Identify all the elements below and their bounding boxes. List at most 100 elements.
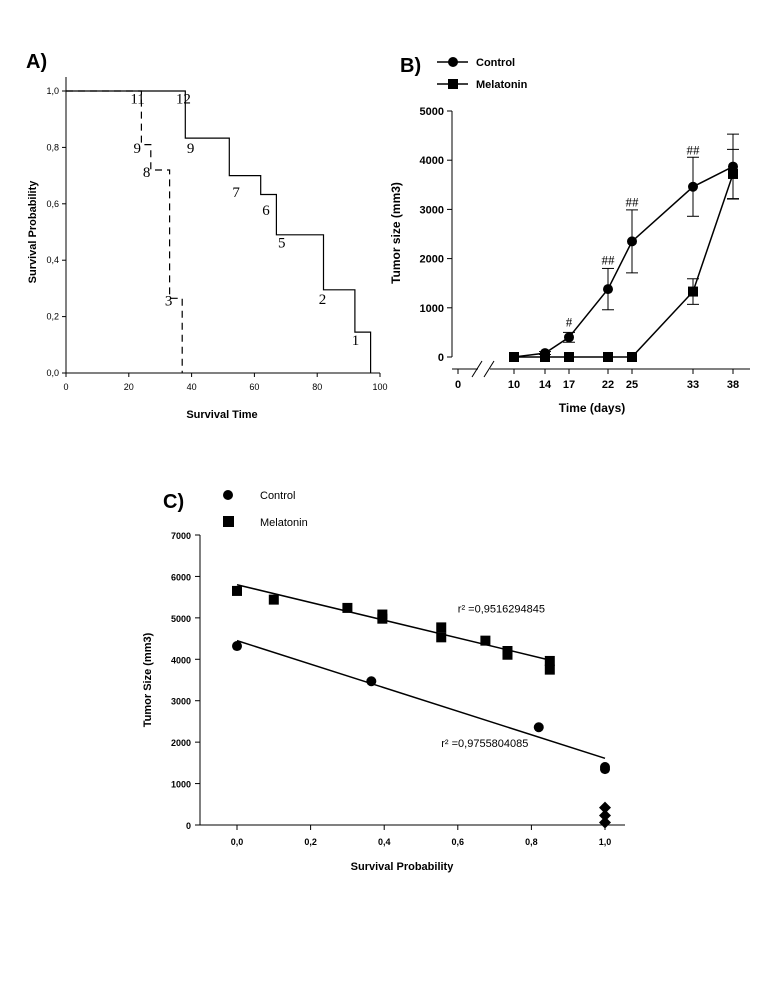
panel-c-y-tick-label: 0	[186, 821, 191, 831]
panel-b-x-tick-label: 22	[602, 379, 614, 391]
data-point-control	[366, 676, 377, 687]
panel-a-label: A)	[26, 51, 47, 73]
legend-melatonin-label: Melatonin	[260, 517, 308, 529]
data-point-melatonin	[540, 352, 550, 362]
legend-control-marker	[448, 57, 458, 67]
data-point-control	[564, 332, 574, 343]
data-point-control	[627, 236, 637, 247]
panel-a-survival-chart: A) Survival Time Survival Probability 0 2…	[26, 51, 388, 421]
data-point-melatonin	[436, 622, 447, 633]
number-at-risk-label: 1	[352, 333, 360, 349]
data-point-control	[600, 764, 610, 775]
significance-marker: ##	[602, 253, 616, 268]
data-point-melatonin	[688, 286, 698, 297]
panel-b-x-tick-label: 14	[539, 379, 552, 391]
panel-a-y-axis-title: Survival Probability	[27, 180, 39, 284]
series-melatonin-line	[514, 173, 734, 358]
legend-control-marker	[223, 490, 233, 500]
panel-b-x-tick-label: 0	[455, 379, 461, 391]
data-point-melatonin	[509, 352, 519, 362]
survival-curve-solid	[66, 90, 372, 373]
data-point-diamond	[599, 809, 611, 822]
number-at-risk-label: 8	[143, 165, 151, 181]
data-point-melatonin	[728, 168, 738, 179]
number-at-risk-label: 6	[262, 203, 270, 219]
panel-b-tumor-growth-chart: B) Time (days) Tumor size (mm3) Control …	[389, 55, 750, 415]
panel-a-x-tick-label: 40	[187, 382, 197, 392]
panel-c-y-tick-label: 6000	[171, 572, 191, 582]
panel-c-y-tick-label: 3000	[171, 697, 191, 707]
data-point-control	[533, 722, 544, 733]
data-point-melatonin	[627, 352, 637, 362]
panel-b-legend: Control Melatonin	[437, 57, 528, 91]
data-point-melatonin	[564, 352, 574, 362]
data-point-melatonin	[268, 594, 279, 605]
number-at-risk-label: 5	[278, 236, 286, 252]
data-point-melatonin	[502, 649, 513, 660]
significance-marker: #	[566, 314, 573, 329]
panel-b-x-tick-label: 38	[727, 379, 739, 391]
panel-a-x-tick-label: 20	[124, 382, 134, 392]
legend-melatonin-marker	[448, 79, 458, 89]
panel-c-y-tick-label: 2000	[171, 738, 191, 748]
survival-curve-dashed	[66, 90, 183, 373]
panel-b-y-tick-label: 3000	[420, 204, 444, 216]
panel-b-label: B)	[400, 55, 421, 77]
panel-b-axis-break-mark	[483, 360, 495, 378]
number-at-risk-label: 9	[187, 141, 195, 157]
panel-b-y-axis-title: Tumor size (mm3)	[389, 182, 403, 284]
data-point-melatonin	[436, 632, 447, 643]
panel-c-x-tick-label: 0,0	[231, 837, 244, 847]
panel-c-correlation-chart: C) Survival Probability Tumor Size (mm3)…	[142, 490, 625, 873]
panel-c-legend: Control Melatonin	[223, 490, 308, 529]
number-at-risk-label: 2	[319, 292, 327, 308]
panel-c-y-tick-label: 5000	[171, 614, 191, 624]
series-control-line	[513, 165, 734, 358]
regression-line	[236, 639, 606, 760]
panel-c-y-tick-label: 4000	[171, 655, 191, 665]
data-point-melatonin	[480, 635, 491, 646]
number-at-risk-label: 9	[134, 141, 142, 157]
number-at-risk-label: 12	[176, 92, 191, 108]
legend-melatonin-marker	[223, 516, 234, 527]
regression-line	[236, 583, 550, 661]
panel-c-x-tick-label: 0,4	[378, 837, 391, 847]
panel-a-y-tick-label: 0,8	[46, 142, 59, 152]
panel-c-y-tick-label: 7000	[171, 531, 191, 541]
significance-marker: ##	[626, 194, 640, 209]
panel-b-x-tick-label: 33	[687, 379, 699, 391]
data-point-melatonin	[232, 585, 242, 596]
data-point-melatonin	[377, 613, 388, 624]
data-point-melatonin	[544, 655, 555, 666]
panel-c-y-tick-label: 1000	[171, 780, 191, 790]
r-squared-label: r² =0,9755804085	[441, 738, 528, 750]
panel-b-x-tick-label: 25	[626, 379, 638, 391]
panel-c-x-tick-label: 0,8	[525, 837, 538, 847]
panel-c-x-tick-label: 1,0	[599, 837, 612, 847]
panel-b-y-tick-label: 0	[438, 352, 444, 364]
panel-c-x-axis-title: Survival Probability	[351, 861, 455, 873]
panel-a-y-tick-label: 0,2	[46, 312, 59, 322]
legend-control-label: Control	[476, 57, 515, 69]
panel-b-axis-break-mark	[471, 360, 483, 378]
number-at-risk-label: 7	[232, 185, 240, 201]
panel-b-y-tick-label: 2000	[420, 254, 444, 266]
panel-a-x-tick-label: 80	[312, 382, 322, 392]
legend-melatonin-label: Melatonin	[476, 79, 528, 91]
panel-c-label: C)	[163, 491, 184, 513]
panel-b-x-axis-title: Time (days)	[559, 401, 625, 415]
number-at-risk-label: 11	[130, 92, 144, 108]
significance-marker: ##	[687, 142, 701, 157]
data-point-control	[688, 181, 698, 192]
panel-b-x-tick-label: 10	[508, 379, 520, 391]
panel-c-y-axis-title: Tumor Size (mm3)	[142, 632, 154, 727]
panel-a-y-tick-label: 1,0	[46, 86, 59, 96]
data-point-control	[232, 641, 242, 652]
panel-b-y-tick-label: 4000	[420, 155, 444, 167]
data-point-diamond	[599, 801, 611, 814]
panel-a-y-tick-label: 0,6	[46, 199, 59, 209]
number-at-risk-label: 3	[165, 293, 173, 309]
panel-a-y-tick-label: 0,0	[46, 368, 59, 378]
data-point-melatonin	[342, 602, 353, 613]
